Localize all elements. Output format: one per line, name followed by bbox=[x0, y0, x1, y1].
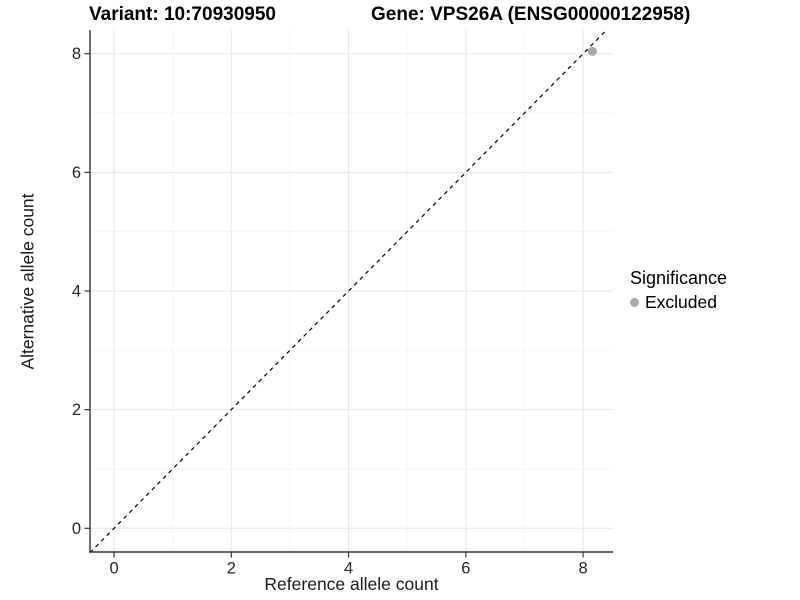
x-tick-label: 4 bbox=[344, 560, 353, 578]
x-tick-label: 2 bbox=[227, 560, 236, 578]
y-tick-label: 2 bbox=[72, 401, 81, 419]
y-tick-label: 4 bbox=[72, 283, 81, 301]
legend-title: Significance bbox=[630, 268, 728, 288]
y-axis-title: Alternative allele count bbox=[17, 193, 38, 370]
y-tick-label: 8 bbox=[72, 45, 81, 63]
x-axis-title: Reference allele count bbox=[264, 574, 439, 594]
plot-title-variant: Variant: 10:70930950 bbox=[89, 4, 276, 25]
legend: Significance Excluded bbox=[630, 268, 727, 313]
identity-line bbox=[90, 30, 608, 552]
data-point-excluded bbox=[587, 46, 597, 56]
x-tick-label: 6 bbox=[461, 560, 470, 578]
y-tick-label: 0 bbox=[72, 520, 81, 538]
legend-item-excluded: Excluded bbox=[630, 292, 727, 313]
excluded-point-swatch bbox=[630, 298, 639, 307]
legend-item-label: Excluded bbox=[645, 292, 717, 312]
y-tick-label: 6 bbox=[72, 164, 81, 182]
plot-title-gene: Gene: VPS26A (ENSG00000122958) bbox=[371, 4, 691, 25]
x-tick-label: 0 bbox=[109, 560, 118, 578]
x-tick-label: 8 bbox=[579, 560, 588, 578]
